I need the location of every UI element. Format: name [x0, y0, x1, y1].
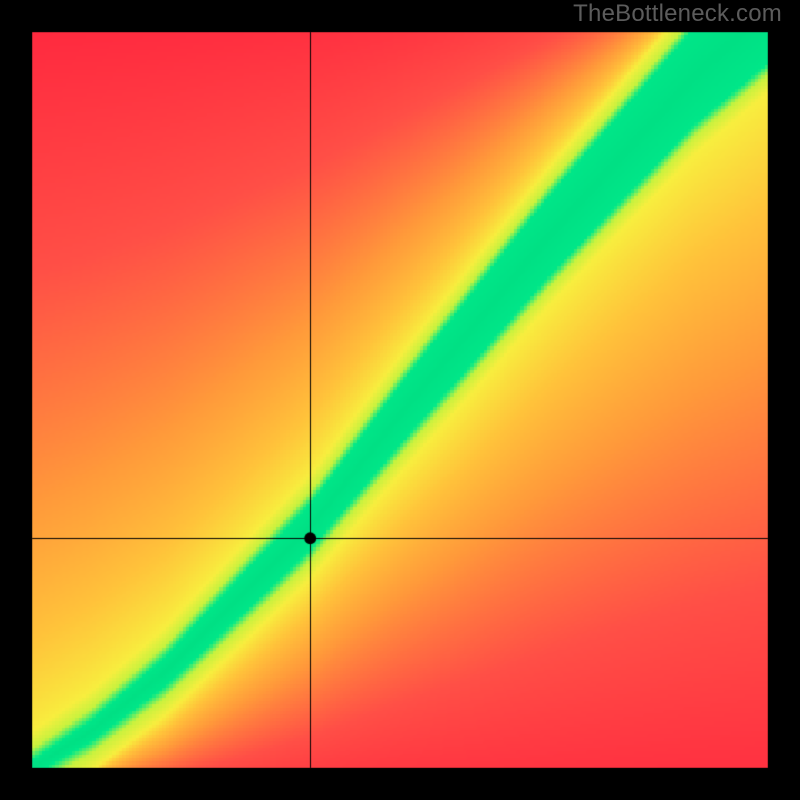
crosshair-marker — [0, 0, 800, 800]
watermark-text: TheBottleneck.com — [573, 0, 782, 28]
chart-container: TheBottleneck.com — [0, 0, 800, 800]
